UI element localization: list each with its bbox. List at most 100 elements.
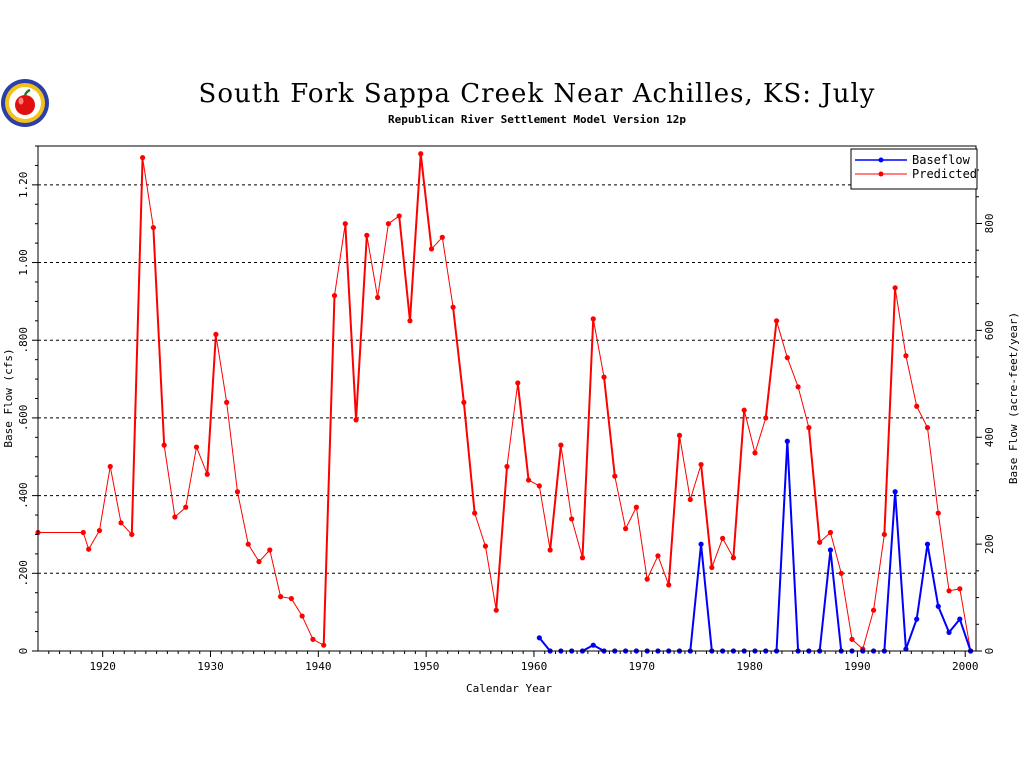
x-tick-label: 1920 (89, 660, 116, 673)
left-y-tick-label: 1.00 (17, 249, 30, 276)
predicted-point (525, 477, 532, 483)
predicted-point (418, 151, 424, 157)
x-tick-label: 1940 (305, 660, 332, 673)
predicted-segment (247, 543, 260, 563)
predicted-point (622, 526, 629, 532)
predicted-point (849, 636, 855, 642)
predicted-point (204, 471, 210, 477)
baseflow-segment (700, 543, 713, 652)
predicted-point (838, 570, 844, 576)
predicted-point (245, 541, 251, 547)
predicted-point (461, 399, 467, 405)
predicted-point (267, 547, 273, 553)
predicted-point (558, 442, 564, 448)
predicted-segment (711, 537, 724, 568)
predicted-point (547, 547, 553, 553)
left-y-axis-label: Base Flow (cfs) (2, 348, 15, 447)
predicted-segment (236, 491, 249, 545)
predicted-point (644, 576, 650, 582)
predicted-point (310, 636, 316, 642)
predicted-segment (776, 320, 788, 359)
predicted-point (666, 582, 672, 588)
predicted-point (353, 417, 359, 423)
left-y-tick-label: 1.20 (17, 172, 30, 199)
predicted-segment (581, 317, 595, 559)
predicted-segment (185, 446, 197, 508)
predicted-segment (667, 434, 681, 586)
predicted-point (139, 155, 146, 161)
predicted-point (396, 213, 402, 219)
x-tick-label: 2000 (952, 660, 979, 673)
legend: Baseflow Predicted (850, 148, 978, 190)
legend-predicted-label: Predicted (912, 167, 977, 181)
baseflow-segment (958, 618, 972, 652)
predicted-segment (786, 357, 799, 388)
predicted-segment (829, 532, 842, 574)
plot-area-frame (37, 145, 977, 652)
predicted-segment (419, 152, 433, 250)
baseflow-point (957, 616, 963, 622)
predicted-point (96, 527, 103, 534)
predicted-segment (398, 214, 411, 322)
predicted-point (504, 463, 510, 470)
agency-logo-icon (1, 79, 49, 127)
baseflow-segment (948, 618, 961, 634)
predicted-segment (635, 506, 648, 580)
x-tick-label: 1970 (629, 660, 656, 673)
baseflow-point (536, 635, 542, 641)
predicted-point (234, 489, 241, 495)
predicted-segment (603, 376, 616, 478)
predicted-segment (226, 401, 238, 493)
predicted-segment (905, 355, 918, 407)
series-baseflow (536, 438, 974, 654)
predicted-segment (462, 401, 476, 515)
baseflow-segment (818, 549, 832, 652)
predicted-point (569, 516, 575, 522)
series-layer (35, 151, 974, 654)
baseflow-segment (926, 543, 940, 608)
predicted-segment (215, 333, 228, 403)
predicted-point (935, 510, 941, 516)
predicted-point (375, 294, 381, 301)
legend-baseflow-marker (878, 157, 884, 163)
baseflow-point (924, 541, 931, 547)
predicted-segment (441, 236, 454, 308)
predicted-segment (754, 417, 767, 454)
predicted-point (773, 318, 780, 324)
x-tick-label: 1950 (413, 660, 440, 673)
predicted-segment (732, 409, 746, 559)
predicted-segment (614, 475, 627, 530)
predicted-segment (625, 506, 637, 530)
x-tick-label: 1930 (197, 660, 224, 673)
baseflow-point (784, 438, 790, 444)
right-y-axis-label: Base Flow (acre-feet/year) (1007, 312, 1020, 484)
predicted-segment (344, 222, 358, 421)
left-y-axis: 0 .200 .400 .600 .800 1.00 1.20 (17, 145, 38, 654)
predicted-point (633, 504, 639, 510)
baseflow-point (935, 603, 941, 609)
predicted-segment (377, 223, 389, 298)
predicted-segment (152, 226, 166, 447)
predicted-segment (163, 444, 176, 518)
right-y-axis: 0 200 400 600 800 (976, 169, 996, 654)
predicted-segment (495, 465, 508, 612)
predicted-segment (88, 530, 100, 550)
baseflow-point (827, 547, 834, 553)
predicted-point (827, 529, 834, 536)
predicted-segment (571, 518, 583, 559)
x-tick-label: 1960 (521, 660, 548, 673)
predicted-point (709, 564, 715, 571)
predicted-point (946, 588, 952, 594)
predicted-point (161, 442, 167, 448)
predicted-point (817, 539, 823, 545)
predicted-point (482, 543, 489, 549)
predicted-point (752, 450, 758, 456)
predicted-point (730, 555, 737, 561)
predicted-segment (937, 512, 950, 592)
right-y-tick-label: 800 (983, 214, 996, 234)
predicted-segment (657, 555, 670, 586)
predicted-point (385, 221, 392, 227)
predicted-segment (689, 464, 702, 500)
predicted-segment (366, 234, 379, 298)
